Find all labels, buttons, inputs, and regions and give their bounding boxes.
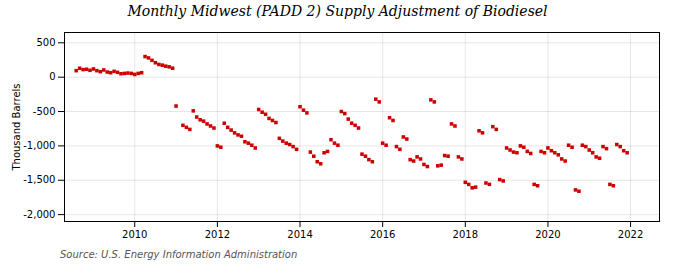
svg-text:500: 500 (36, 37, 55, 48)
svg-text:0: 0 (49, 71, 55, 82)
svg-text:2010: 2010 (122, 229, 147, 240)
svg-text:2016: 2016 (370, 229, 395, 240)
svg-text:2022: 2022 (618, 229, 643, 240)
svg-text:-1,500: -1,500 (23, 174, 55, 185)
svg-text:Thousand Barrels: Thousand Barrels (11, 83, 22, 171)
svg-text:2014: 2014 (287, 229, 312, 240)
svg-text:2012: 2012 (205, 229, 230, 240)
svg-text:-500: -500 (33, 106, 56, 117)
html-text:Source: U.S. Energy Informatio: Source: U.S. Energy Information Administ… (60, 249, 298, 260)
svg-text:2018: 2018 (453, 229, 478, 240)
html-text:Monthly Midwest (PADD 2) Suppl: Monthly Midwest (PADD 2) Supply Adjustme… (127, 3, 548, 19)
svg-text:-2,000: -2,000 (23, 209, 55, 220)
svg-text:2020: 2020 (535, 229, 560, 240)
svg-text:-1,000: -1,000 (23, 140, 55, 151)
